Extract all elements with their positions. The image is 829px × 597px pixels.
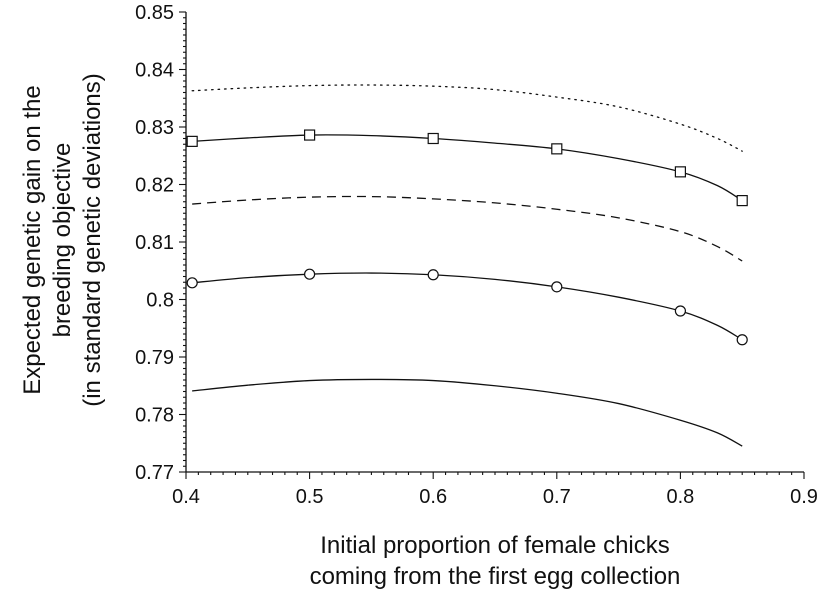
y-tick-label: 0.78 [135, 405, 174, 427]
y-tick-label: 0.77 [135, 462, 174, 484]
series-2-square-marker [304, 129, 316, 141]
x-axis-title: coming from the first egg collection [310, 563, 681, 590]
series-3-dashed-line [192, 195, 743, 262]
x-tick-label: 0.6 [419, 486, 447, 508]
x-tick-label: 0.7 [543, 486, 571, 508]
y-tick-label: 0.84 [135, 60, 174, 82]
labels-layer: 0.77 0.78 0.79 0.8 0.81 0.82 0.83 0.84 0.85 0.4 0.… [19, 2, 818, 590]
series-2-square-marker [186, 135, 198, 147]
series-2-solid-line [192, 134, 743, 202]
y-tick-label: 0.81 [135, 232, 174, 254]
x-tick-label: 0.9 [790, 486, 818, 508]
y-axis-title: breeding objective [49, 143, 76, 338]
y-axis-title: Expected genetic gain on the [19, 85, 46, 395]
y-tick-label: 0.82 [135, 175, 174, 197]
series-2-square-marker [551, 143, 563, 155]
series-4-circle-marker [674, 305, 687, 317]
series-4-circle-marker [551, 281, 563, 293]
series-4-circle-marker [736, 334, 748, 346]
series-5-solid-line [192, 378, 743, 447]
series-4-solid-line [192, 272, 743, 341]
series-2-square-marker [736, 195, 748, 207]
series-layer [191, 84, 743, 447]
y-axis-title: (in standard genetic deviations) [79, 73, 106, 407]
y-tick-label: 0.85 [135, 2, 174, 24]
series-2-square-marker [427, 132, 439, 145]
x-tick-label: 0.4 [172, 486, 200, 508]
y-tick-label: 0.79 [135, 347, 174, 369]
y-tick-label: 0.83 [135, 117, 174, 139]
series-4-circle-marker [186, 277, 198, 289]
axes [179, 11, 805, 479]
y-tick-label: 0.8 [146, 290, 174, 312]
markers-layer [186, 129, 748, 346]
x-tick-label: 0.5 [296, 486, 324, 508]
x-axis-title: Initial proportion of female chicks [320, 532, 670, 559]
series-2-square-marker [674, 166, 687, 178]
series-4-circle-marker [304, 268, 316, 280]
x-tick-label: 0.8 [666, 486, 694, 508]
series-4-circle-marker [427, 269, 439, 281]
